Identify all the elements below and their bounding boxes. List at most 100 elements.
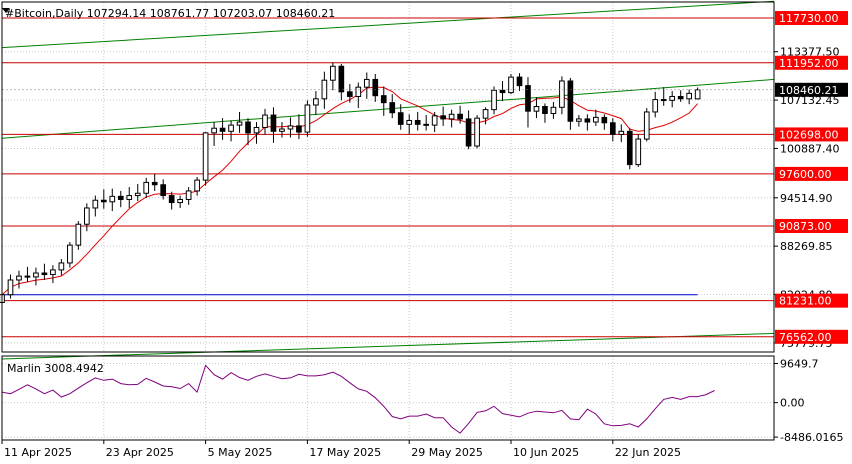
level-tag-label: 90873.00: [779, 220, 832, 233]
candle-body: [380, 95, 387, 104]
candle-body: [533, 106, 540, 112]
level-tag-bg: [775, 127, 848, 142]
channel-line: [1, 0, 775, 49]
level-tag-label: 117730.00: [779, 12, 839, 25]
level-tag-label: 76562.00: [779, 331, 832, 344]
candle-body: [24, 275, 31, 278]
current-price-tag-label: 108460.21: [779, 84, 839, 97]
candle-body: [262, 114, 268, 128]
price-tick-label: 88269.85: [780, 240, 833, 253]
candle-body: [109, 195, 116, 203]
candle-body: [228, 124, 234, 132]
level-tag-label: 81231.00: [779, 295, 832, 308]
candle-body: [423, 123, 430, 126]
candle-body: [287, 125, 294, 130]
candle-body: [33, 272, 39, 278]
candle-body: [482, 109, 489, 119]
candle-body: [593, 116, 599, 123]
level-tag-bg: [775, 166, 848, 181]
date-tick-label: 17 May 2025: [309, 446, 381, 459]
level-tag-bg: [775, 218, 848, 233]
candle-body: [635, 138, 642, 166]
candle-body: [499, 89, 506, 94]
chart-menu-icon[interactable]: [2, 8, 10, 13]
candle-body: [236, 121, 243, 126]
level-tag-label: 102698.00: [779, 128, 839, 141]
candle-body: [313, 98, 319, 106]
candle-body: [457, 113, 463, 120]
candle-body: [338, 65, 345, 93]
candle-body: [559, 80, 565, 108]
candle-body: [584, 118, 591, 123]
date-tick-label: 10 Jun 2025: [513, 446, 579, 459]
price-tick-label: 113377.50: [780, 46, 840, 59]
candle-body: [465, 118, 472, 147]
candle-body: [431, 115, 438, 126]
candle-body: [372, 78, 379, 97]
indicator-tick-label: 0.00: [780, 397, 805, 410]
indicator-panel-frame: [1, 355, 775, 441]
level-tag-bg: [775, 293, 848, 308]
candle-body: [67, 244, 73, 264]
candle-body: [618, 130, 625, 135]
indicator-tick-label: -8486.0165: [780, 431, 843, 444]
current-price-tag-bg: [775, 82, 848, 97]
candle-body: [126, 195, 133, 200]
support-resistance-levels: [2, 17, 774, 338]
candle-body: [177, 198, 183, 204]
candle-body: [151, 181, 158, 186]
price-tick-label: 100887.40: [780, 142, 840, 155]
marlin-title: Marlin 3008.4942: [7, 362, 104, 375]
candle-body: [75, 223, 82, 246]
candle-body: [525, 85, 531, 112]
candle-body: [304, 104, 311, 133]
candle-body: [550, 106, 557, 115]
marlin-indicator: [1, 364, 715, 434]
candle-body: [542, 106, 548, 115]
level-tag-bg: [775, 55, 848, 70]
level-tag-bg: [775, 11, 848, 26]
indicator-grid: [1, 356, 774, 440]
candle-body: [686, 92, 692, 100]
level-price-tags: 117730.00 111952.00 102698.00 97600.00 90873…: [775, 11, 848, 344]
candle-body: [50, 269, 56, 276]
panel-frames: [1, 1, 775, 441]
time-axis: 11 Apr 2025 23 Apr 2025 5 May 2025 17 May 2…: [1, 440, 681, 459]
price-tick-label: 94514.90: [780, 192, 833, 205]
candle-body: [652, 99, 659, 113]
candle-body: [601, 116, 608, 124]
candle-body: [253, 126, 260, 134]
marlin-line: [1, 364, 715, 434]
candle-body: [100, 199, 107, 203]
candle-body: [279, 128, 285, 132]
date-tick-label: 5 May 2025: [208, 446, 273, 459]
symbol-info: #Bitcoin,Daily 107294.14 108761.77 10720…: [5, 7, 335, 20]
date-tick-label: 11 Apr 2025: [4, 446, 72, 459]
candle-body: [202, 132, 209, 181]
candle-body: [397, 112, 404, 125]
candle-body: [363, 78, 370, 88]
candle-body: [414, 119, 421, 125]
candle-body: [440, 115, 446, 120]
candle-body: [58, 262, 65, 271]
candlestick-series: [0, 62, 774, 312]
candle-body: [406, 119, 413, 125]
candle-body: [355, 86, 362, 97]
candle-body: [7, 279, 14, 296]
candle-body: [185, 190, 192, 200]
candle-body: [270, 114, 277, 132]
trend-channel: [1, 0, 775, 360]
candle-body: [168, 195, 175, 204]
candle-body: [516, 76, 523, 87]
candle-body: [160, 184, 167, 197]
candle-body: [389, 102, 396, 114]
candle-body: [92, 199, 99, 209]
candle-body: [626, 130, 633, 166]
candle-body: [296, 125, 302, 133]
candle-body: [117, 195, 124, 200]
candle-body: [211, 127, 217, 134]
candle-body: [84, 207, 90, 225]
main-panel-frame: [1, 1, 775, 353]
candle-body: [660, 99, 667, 102]
